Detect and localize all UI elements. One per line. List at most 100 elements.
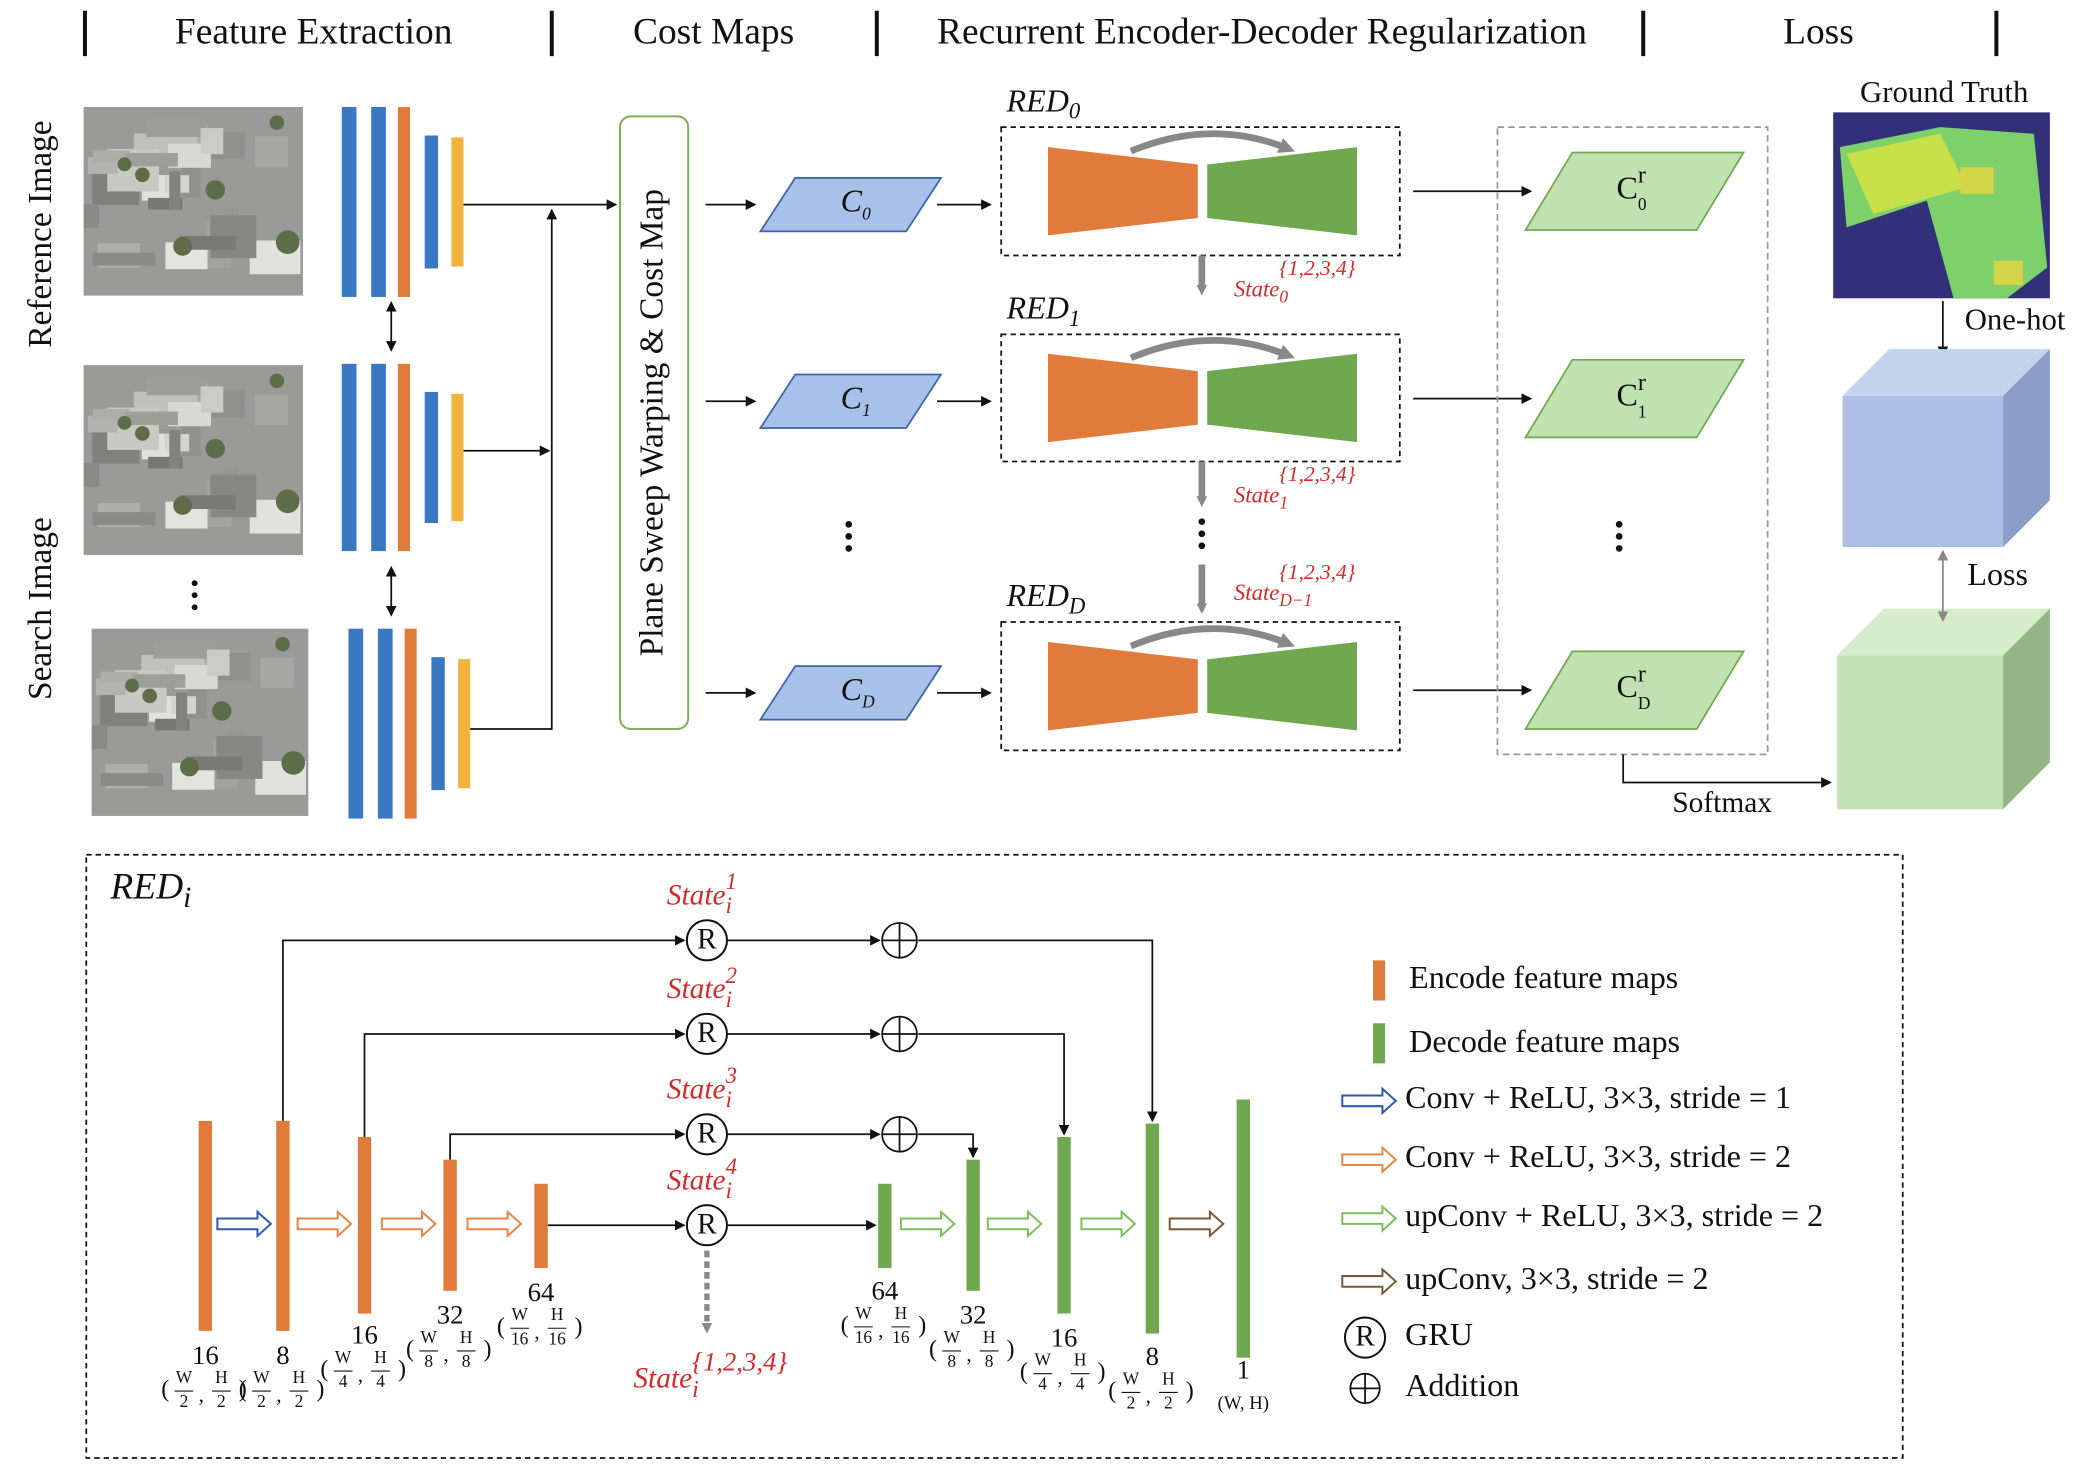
paren: ) bbox=[1098, 1359, 1106, 1385]
text-part: {1,2,3,4} bbox=[1279, 560, 1355, 584]
legend-label: Addition bbox=[1405, 1367, 1519, 1403]
text-part: RED bbox=[1006, 290, 1069, 326]
layer-arrow bbox=[466, 1209, 523, 1239]
connector bbox=[449, 1128, 686, 1160]
comma: , bbox=[1057, 1365, 1062, 1389]
text-part: 0 bbox=[862, 204, 871, 223]
text-part: C bbox=[1616, 377, 1637, 413]
text-part: State bbox=[667, 973, 726, 1005]
legend-label: Encode feature maps bbox=[1409, 959, 1678, 995]
fraction-numerator: H bbox=[983, 1328, 996, 1347]
regularized-map bbox=[1523, 358, 1746, 439]
image-tree bbox=[269, 115, 285, 130]
legend-arrow bbox=[1341, 1204, 1398, 1233]
comma: , bbox=[534, 1319, 539, 1343]
decoder-shape bbox=[1207, 147, 1357, 236]
skip-arrow bbox=[1129, 130, 1295, 155]
image-tree bbox=[117, 415, 132, 430]
fraction-numerator: W bbox=[1123, 1369, 1140, 1388]
section-title: Loss bbox=[1783, 11, 1854, 52]
red-label: REDD bbox=[1006, 578, 1086, 619]
paren: ( bbox=[161, 1377, 169, 1403]
image-texture bbox=[148, 197, 183, 210]
connector bbox=[918, 1033, 1070, 1136]
fraction-denominator: 8 bbox=[947, 1352, 956, 1371]
ellipsis-dot bbox=[1615, 545, 1623, 552]
cube-top bbox=[1837, 608, 2050, 656]
fraction-denominator: 2 bbox=[1127, 1393, 1136, 1412]
image-texture bbox=[232, 391, 246, 403]
channel-count: 16 bbox=[192, 1340, 219, 1370]
paren: ( bbox=[406, 1336, 414, 1362]
fraction-numerator: H bbox=[293, 1368, 306, 1387]
text-part: State bbox=[633, 1362, 692, 1394]
image-texture bbox=[169, 171, 181, 210]
addition-cross bbox=[882, 1116, 917, 1152]
warping-box bbox=[618, 115, 690, 730]
text-part: C bbox=[841, 380, 863, 416]
image-texture bbox=[132, 674, 186, 688]
state-label: State{1,2,3,4} D−1 bbox=[1234, 560, 1356, 610]
feature-bar bbox=[431, 657, 445, 791]
section-title: Cost Maps bbox=[633, 11, 794, 52]
gt-region bbox=[1846, 133, 1967, 215]
fraction-denominator: 8 bbox=[462, 1352, 471, 1371]
gru-state-label: State3 i bbox=[667, 1063, 737, 1112]
text-part: 0 bbox=[1638, 195, 1647, 214]
image-texture bbox=[92, 252, 156, 266]
feature-bar bbox=[377, 628, 393, 819]
layer-arrow bbox=[380, 1209, 437, 1239]
fraction-denominator: 16 bbox=[511, 1329, 529, 1348]
layer-arrow bbox=[1168, 1209, 1225, 1239]
decoder-shape bbox=[1207, 353, 1357, 443]
image-texture bbox=[260, 657, 294, 688]
feature-bar bbox=[458, 659, 471, 789]
cost-map bbox=[758, 373, 943, 429]
connector bbox=[918, 939, 1158, 1123]
paren: ( bbox=[497, 1314, 505, 1340]
encoder-shape bbox=[1048, 642, 1198, 731]
image-texture bbox=[83, 203, 100, 229]
feature-bar bbox=[397, 107, 410, 297]
text-part: 0 bbox=[1279, 287, 1288, 306]
regularized-group bbox=[1496, 126, 1769, 756]
fraction-numerator: H bbox=[895, 1304, 908, 1323]
image-texture bbox=[92, 150, 130, 161]
section-title: Recurrent Encoder-Decoder Regularization bbox=[937, 11, 1587, 52]
fraction-numerator: H bbox=[1074, 1351, 1087, 1370]
fraction-denominator: 8 bbox=[985, 1352, 994, 1371]
encode-feature-map bbox=[534, 1183, 548, 1269]
feature-bar bbox=[451, 137, 464, 267]
ellipsis-dot bbox=[1198, 518, 1206, 526]
text-part: 2 bbox=[726, 963, 737, 988]
connector bbox=[1622, 754, 1832, 788]
ellipsis-dot bbox=[191, 604, 198, 611]
text-part: i bbox=[726, 1178, 732, 1203]
text-part: i bbox=[692, 1377, 699, 1403]
legend-arrow bbox=[1341, 1267, 1398, 1296]
image-tree bbox=[281, 751, 306, 775]
connector bbox=[282, 934, 686, 1121]
cost-map-label: C1 bbox=[841, 380, 871, 420]
text-part: RED bbox=[1006, 83, 1069, 119]
image-texture bbox=[254, 394, 289, 425]
comma: , bbox=[358, 1362, 363, 1386]
ellipsis-dot bbox=[191, 592, 198, 599]
image-texture bbox=[95, 678, 126, 696]
legend-label: Decode feature maps bbox=[1409, 1023, 1680, 1059]
image-texture bbox=[87, 157, 118, 174]
paren: ( bbox=[1020, 1359, 1028, 1385]
text-part: D bbox=[1068, 594, 1086, 619]
image-texture bbox=[87, 415, 118, 433]
gru bbox=[685, 1113, 728, 1156]
image-tree bbox=[269, 373, 285, 389]
paren: ) bbox=[398, 1357, 406, 1383]
text-part: 1 bbox=[1279, 493, 1288, 512]
fraction-numerator: W bbox=[421, 1328, 438, 1347]
fraction-numerator: W bbox=[253, 1368, 270, 1387]
warping-label: Plane Sweep Warping & Cost Map bbox=[633, 189, 670, 656]
text-part: i bbox=[726, 893, 732, 918]
decode-feature-map bbox=[1057, 1136, 1071, 1314]
gru-state-label: State1 i bbox=[667, 869, 737, 918]
